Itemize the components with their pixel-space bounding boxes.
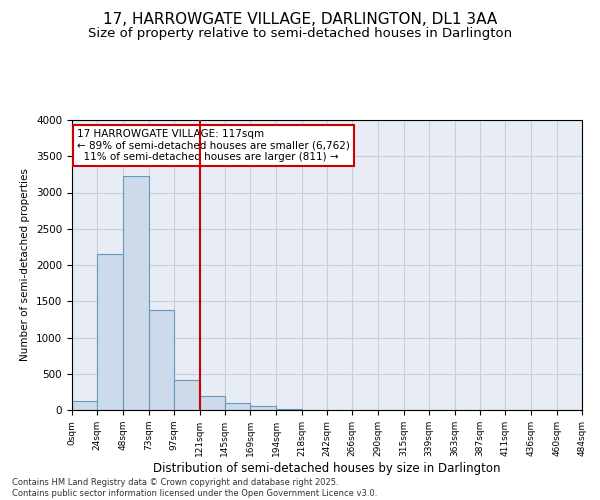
Text: Size of property relative to semi-detached houses in Darlington: Size of property relative to semi-detach… xyxy=(88,28,512,40)
Bar xyxy=(225,403,250,410)
Text: Contains HM Land Registry data © Crown copyright and database right 2025.
Contai: Contains HM Land Registry data © Crown c… xyxy=(12,478,377,498)
Bar xyxy=(122,176,149,410)
X-axis label: Distribution of semi-detached houses by size in Darlington: Distribution of semi-detached houses by … xyxy=(153,462,501,474)
Bar xyxy=(97,254,122,410)
Bar xyxy=(149,310,174,410)
Y-axis label: Number of semi-detached properties: Number of semi-detached properties xyxy=(20,168,31,362)
Bar xyxy=(250,406,277,410)
Text: 17 HARROWGATE VILLAGE: 117sqm
← 89% of semi-detached houses are smaller (6,762)
: 17 HARROWGATE VILLAGE: 117sqm ← 89% of s… xyxy=(77,128,350,162)
Bar xyxy=(199,396,225,410)
Bar xyxy=(72,402,97,410)
Bar xyxy=(174,380,199,410)
Text: 17, HARROWGATE VILLAGE, DARLINGTON, DL1 3AA: 17, HARROWGATE VILLAGE, DARLINGTON, DL1 … xyxy=(103,12,497,28)
